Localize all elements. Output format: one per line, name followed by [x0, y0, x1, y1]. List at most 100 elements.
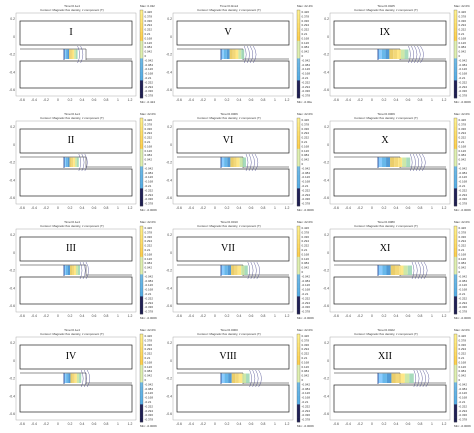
colorbar-swatch: [454, 54, 457, 59]
colorbar-label: 0.336: [145, 127, 153, 131]
colorbar-swatch: [454, 170, 457, 176]
y-tick-label: -0.2: [166, 161, 172, 165]
colorbar-swatch: [297, 356, 300, 361]
colorbar-swatch: [297, 274, 300, 280]
contour-line: [420, 261, 425, 280]
colorbar-swatch: [140, 140, 143, 145]
colorbar-swatch: [454, 305, 457, 310]
x-tick-label: 0.8: [418, 422, 423, 426]
colorbar-swatch: [140, 300, 143, 306]
x-tick-label: -0.4: [31, 422, 37, 426]
colorbar-label: -0.21: [302, 76, 309, 80]
colorbar-swatch: [454, 351, 457, 357]
colorbar-label: 0.21: [145, 356, 151, 360]
colorbar-swatch: [140, 192, 143, 198]
colorbar-label: 0.042: [302, 374, 310, 378]
x-tick-label: 0.8: [104, 206, 109, 210]
contour-panel-VII: Time=0.0010 Contour: Magnetic flux densit…: [163, 218, 314, 322]
x-tick-label: 1.2: [128, 422, 133, 426]
colorbar-swatch: [454, 378, 457, 383]
colorbar-frame: [453, 225, 458, 315]
colorbar-label: 0.294: [459, 239, 467, 243]
y-tick-label: -0.6: [166, 196, 172, 200]
colorbar-swatch: [454, 300, 457, 306]
colorbar-label: -0.042: [145, 274, 154, 278]
colorbar-label: 0.426: [145, 10, 153, 14]
colorbar-label: 0.042: [459, 266, 467, 270]
colorbar-label: -0.042: [302, 58, 311, 62]
colorbar-swatch: [140, 179, 143, 185]
colorbar-label: 0.294: [145, 131, 153, 135]
colorbar-frame: [139, 333, 144, 423]
colorbar-label: 0.168: [459, 360, 467, 364]
contour-line: [84, 369, 87, 388]
x-tick-label: 0.4: [80, 314, 85, 318]
panel-numeral: VI: [223, 135, 234, 146]
colorbar-swatch: [454, 36, 457, 42]
contour-band: [227, 157, 231, 167]
contour-band: [242, 157, 246, 167]
colorbar-swatch: [140, 10, 143, 15]
colorbar-label: 0.378: [459, 338, 467, 342]
colorbar-label: -0.126: [459, 391, 468, 395]
y-tick-label: -0.4: [323, 178, 329, 182]
colorbar-swatch: [297, 80, 300, 86]
contour-line: [425, 369, 430, 388]
x-tick-label: 0.2: [225, 422, 230, 426]
colorbar-label: 0.126: [145, 149, 153, 153]
colorbar-label: -0.378: [145, 94, 154, 98]
colorbar-max: Max: 22.0%: [140, 220, 156, 224]
colorbar-swatch: [454, 157, 457, 163]
y-tick-label: -0.2: [9, 53, 15, 57]
colorbar-swatch: [454, 135, 457, 141]
colorbar-label: 0: [145, 378, 147, 382]
colorbar-label: 0.378: [459, 14, 467, 18]
contour-panel-X: Time=0.0009 Contour: Magnetic flux densit…: [320, 110, 471, 214]
x-tick-label: 0: [371, 422, 373, 426]
colorbar-label: 0.252: [302, 136, 310, 140]
colorbar-swatch: [454, 230, 457, 236]
contour-line: [244, 45, 247, 64]
colorbar-label: 0.21: [302, 356, 308, 360]
colorbar-swatch: [454, 148, 457, 154]
colorbar-frame: [453, 9, 458, 99]
contour-band: [70, 49, 73, 59]
contour-band: [233, 157, 237, 167]
panel-subtitle: Contour: Magnetic flux density, z compon…: [354, 224, 418, 228]
colorbar-label: 0.168: [145, 144, 153, 148]
colorbar-min: Min: -0.0009: [297, 316, 314, 320]
lower-plate: [176, 276, 290, 305]
contour-line: [258, 369, 262, 388]
y-tick-label: -0.2: [323, 269, 329, 273]
y-tick-label: -0.2: [9, 269, 15, 273]
y-tick-label: -0.4: [9, 286, 15, 290]
contour-band: [69, 49, 71, 59]
x-tick-label: 0.6: [249, 98, 254, 102]
colorbar-label: 0.378: [302, 122, 310, 126]
x-tick-label: -0.4: [31, 98, 37, 102]
x-tick-label: 0.8: [418, 314, 423, 318]
colorbar-swatch: [297, 382, 300, 388]
contour-panel-XI: Time=0.0080 Contour: Magnetic flux densit…: [320, 218, 471, 322]
colorbar-swatch: [454, 84, 457, 90]
contour-band: [79, 373, 82, 383]
contour-panel-VI: Time=0.0006 Contour: Magnetic flux densit…: [163, 110, 314, 214]
contour-band: [378, 373, 383, 383]
colorbar-swatch: [454, 62, 457, 68]
colorbar-swatch: [454, 118, 457, 123]
y-tick-label: -0.6: [166, 304, 172, 308]
contour-line: [253, 261, 257, 280]
x-tick-label: 0: [214, 206, 216, 210]
colorbar-swatch: [140, 248, 143, 253]
contour-band: [231, 265, 235, 275]
contour-line: [413, 153, 416, 172]
colorbar-label: 0.378: [302, 230, 310, 234]
colorbar-swatch: [140, 157, 143, 163]
colorbar-frame: [139, 9, 144, 99]
colorbar-label: -0.084: [459, 387, 468, 391]
colorbar-swatch: [140, 197, 143, 202]
